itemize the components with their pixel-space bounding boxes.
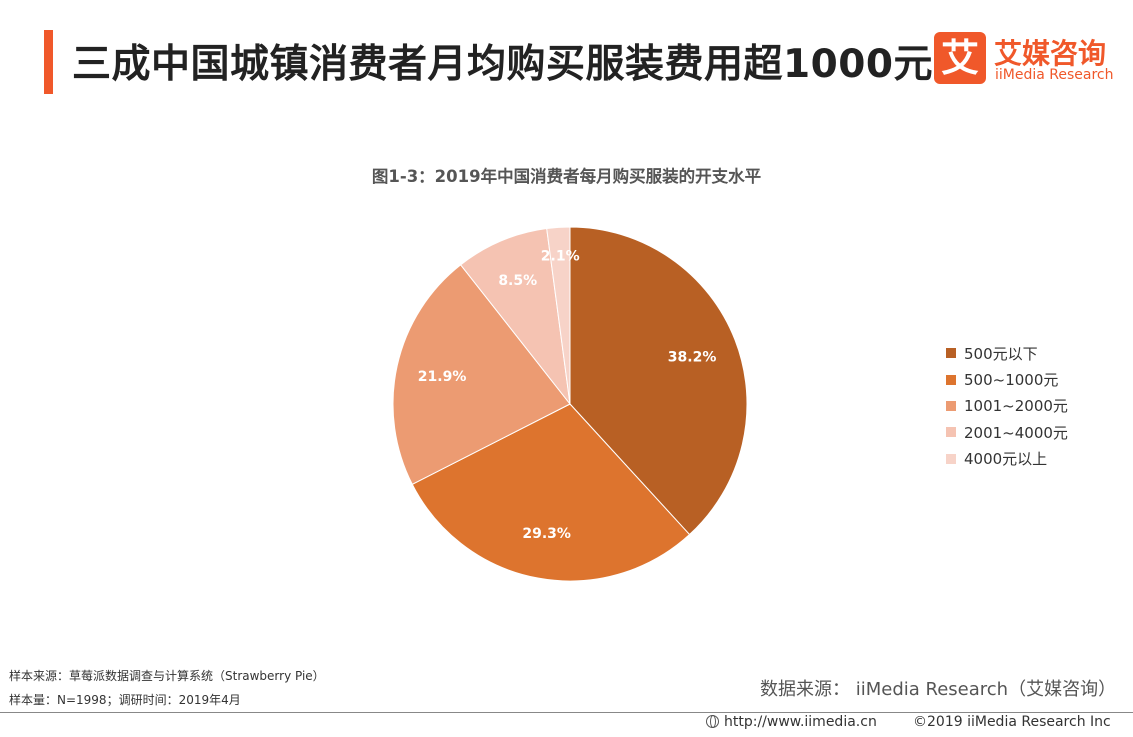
legend-item-2: 500~1000元 bbox=[946, 366, 1068, 392]
page-title: 三成中国城镇消费者月均购买服装费用超1000元 bbox=[72, 42, 934, 87]
legend-swatch bbox=[946, 374, 956, 385]
legend-item-1: 500元以下 bbox=[946, 340, 1068, 366]
chart-title: 图1-3：2019年中国消费者每月购买服装的开支水平 bbox=[371, 167, 762, 186]
pie-data-label-2: 29.3% bbox=[522, 526, 571, 542]
website-link[interactable]: http://www.iimedia.cn bbox=[706, 714, 877, 730]
pie-slice-3 bbox=[392, 264, 571, 486]
legend-label: 500元以下 bbox=[964, 344, 1038, 363]
data-source: 数据来源： iiMedia Research（艾媒咨询） bbox=[760, 679, 1117, 700]
website-url: http://www.iimedia.cn bbox=[724, 714, 877, 730]
legend-swatch bbox=[946, 427, 956, 438]
logo-en-text: iiMedia Research bbox=[995, 67, 1114, 83]
copyright-text: ©2019 iiMedia Research Inc bbox=[913, 714, 1111, 730]
legend-swatch bbox=[946, 400, 956, 411]
footer-divider bbox=[0, 712, 1133, 713]
pie-slice-2 bbox=[411, 403, 691, 582]
legend-item-4: 2001~4000元 bbox=[946, 419, 1068, 445]
sample-source-note: 样本来源：草莓派数据调查与计算系统（Strawberry Pie） bbox=[9, 669, 325, 683]
pie-data-label-3: 21.9% bbox=[418, 369, 467, 385]
legend-item-3: 1001~2000元 bbox=[946, 393, 1068, 419]
brand-logo: 艾 艾媒咨询 iiMedia Research bbox=[930, 30, 1120, 90]
pie-slice-1 bbox=[569, 226, 748, 536]
logo-cn-text: 艾媒咨询 bbox=[994, 37, 1107, 70]
logo-mark-icon: 艾 bbox=[934, 32, 986, 84]
legend-label: 2001~4000元 bbox=[964, 423, 1068, 442]
title-accent-bar bbox=[44, 30, 53, 94]
legend-label: 4000元以上 bbox=[964, 450, 1048, 469]
pie-slice-5 bbox=[546, 226, 571, 405]
pie-data-label-1: 38.2% bbox=[668, 350, 717, 366]
pie-data-label-5: 2.1% bbox=[541, 249, 580, 265]
globe-icon bbox=[706, 715, 719, 728]
legend-label: 1001~2000元 bbox=[964, 397, 1068, 416]
legend-label: 500~1000元 bbox=[964, 371, 1059, 390]
sample-size-note: 样本量：N=1998；调研时间：2019年4月 bbox=[9, 693, 241, 707]
pie-data-label-4: 8.5% bbox=[498, 273, 537, 289]
legend-item-5: 4000元以上 bbox=[946, 446, 1068, 472]
pie-slice-4 bbox=[459, 227, 571, 406]
chart-legend: 500元以下 500~1000元 1001~2000元 2001~4000元 4000元… bbox=[946, 340, 1068, 472]
legend-swatch bbox=[946, 453, 956, 464]
legend-swatch bbox=[946, 348, 956, 359]
